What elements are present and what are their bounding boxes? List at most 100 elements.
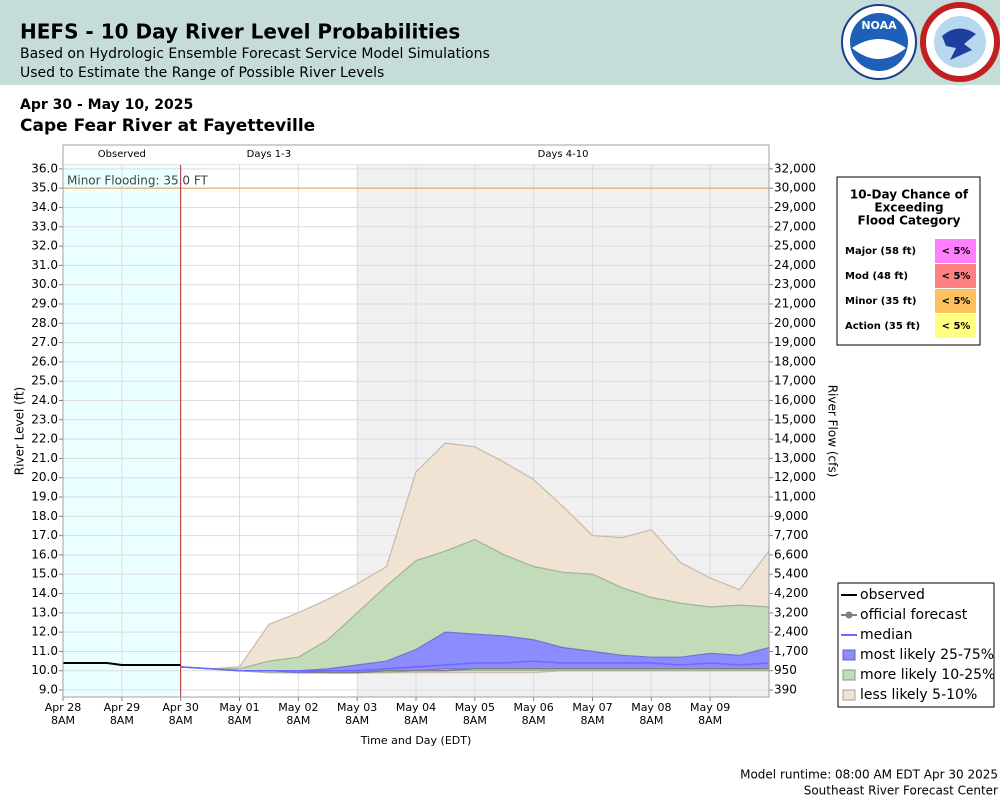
y2-tick-label: 30,000 — [774, 181, 816, 195]
chance-cell — [935, 314, 976, 338]
y2-tick-label: 23,000 — [774, 277, 816, 291]
chance-value: < 5% — [942, 296, 971, 307]
chance-value: < 5% — [942, 246, 971, 257]
y2-tick-label: 19,000 — [774, 335, 816, 349]
x-tick-label: 8AM — [110, 714, 134, 727]
x-tick-label: 8AM — [51, 714, 75, 727]
y-tick-label: 33.0 — [31, 219, 58, 233]
y2-tick-label: 16,000 — [774, 393, 816, 407]
x-tick-label: 8AM — [345, 714, 369, 727]
legend: observed official forecast median most like… — [837, 582, 995, 708]
y-tick-label: 12.0 — [31, 625, 58, 639]
y2-tick-label: 6,600 — [774, 547, 808, 561]
x-tick-label: May 02 — [278, 701, 318, 714]
category-label: Major (58 ft) — [845, 246, 916, 257]
exceedance-title: 10-Day Chance of — [850, 188, 969, 202]
y-tick-label: 17.0 — [31, 528, 58, 542]
y2-tick-label: 17,000 — [774, 374, 816, 388]
x-tick-label: May 08 — [631, 701, 671, 714]
x-tick-label: 8AM — [169, 714, 193, 727]
y2-tick-label: 4,200 — [774, 586, 808, 600]
y2-tick-label: 24,000 — [774, 258, 816, 272]
y2-tick-label: 14,000 — [774, 432, 816, 446]
legend-label: less likely 5-10% — [860, 687, 977, 703]
y-tick-label: 14.0 — [31, 586, 58, 600]
footer-text: Model runtime: 08:00 AM EDT Apr 30 2025 — [740, 768, 998, 782]
y-axis-title: River Level (ft) — [13, 387, 27, 475]
y-tick-label: 11.0 — [31, 644, 58, 658]
legend-marker — [845, 611, 853, 619]
y2-tick-label: 9,000 — [774, 509, 808, 523]
legend-label: median — [860, 627, 912, 643]
y2-axis-title: River Flow (cfs) — [826, 385, 840, 478]
x-tick-label: 8AM — [227, 714, 251, 727]
y2-tick-label: 3,200 — [774, 605, 808, 619]
x-tick-label: May 04 — [396, 701, 436, 714]
exceedance-title: Flood Category — [858, 214, 961, 228]
x-tick-label: 8AM — [639, 714, 663, 727]
y2-tick-label: 21,000 — [774, 296, 816, 310]
y-tick-label: 23.0 — [31, 412, 58, 426]
x-tick-label: May 06 — [514, 701, 554, 714]
page-title: HEFS - 10 Day River Level Probabilities — [20, 20, 460, 44]
y-tick-label: 26.0 — [31, 354, 58, 368]
legend-label: most likely 25-75% — [860, 647, 994, 663]
x-tick-label: Apr 29 — [104, 701, 141, 714]
x-tick-label: 8AM — [522, 714, 546, 727]
subtitle: Based on Hydrologic Ensemble Forecast Se… — [20, 46, 490, 62]
y2-tick-label: 390 — [774, 683, 797, 697]
y-tick-label: 35.0 — [31, 181, 58, 195]
x-tick-label: 8AM — [286, 714, 310, 727]
y-tick-label: 25.0 — [31, 374, 58, 388]
x-tick-label: 8AM — [404, 714, 428, 727]
flood-line-label: Minor Flooding: 35.0 FT — [67, 174, 209, 188]
y-tick-label: 20.0 — [31, 470, 58, 484]
legend-label: more likely 10-25% — [860, 667, 995, 683]
exceedance-title: Exceeding — [874, 201, 943, 215]
category-label: Mod (48 ft) — [845, 271, 908, 282]
y-tick-label: 18.0 — [31, 509, 58, 523]
legend-box — [837, 582, 995, 708]
y-tick-label: 10.0 — [31, 663, 58, 677]
y2-tick-label: 5,400 — [774, 567, 808, 581]
x-tick-label: Apr 30 — [162, 701, 199, 714]
period-label: Days 1-3 — [247, 149, 291, 160]
y-tick-label: 13.0 — [31, 605, 58, 619]
legend-swatch — [842, 649, 856, 661]
x-tick-label: 8AM — [463, 714, 487, 727]
y2-tick-label: 2,400 — [774, 625, 808, 639]
y-tick-label: 29.0 — [31, 296, 58, 310]
y2-tick-label: 25,000 — [774, 239, 816, 253]
y2-tick-label: 32,000 — [774, 161, 816, 175]
y2-tick-label: 29,000 — [774, 200, 816, 214]
y-tick-label: 15.0 — [31, 567, 58, 581]
legend-swatch — [842, 689, 856, 701]
logo-text: NOAA — [861, 19, 897, 32]
y2-tick-label: 18,000 — [774, 354, 816, 368]
header-band — [0, 0, 1000, 85]
series-line — [63, 662, 181, 666]
y-tick-label: 19.0 — [31, 490, 58, 504]
nws-logo — [920, 2, 1000, 82]
noaa-logo: NOAA — [841, 4, 917, 80]
subtitle: Used to Estimate the Range of Possible R… — [20, 65, 384, 81]
y2-tick-label: 7,700 — [774, 528, 808, 542]
y-tick-label: 36.0 — [31, 161, 58, 175]
y-tick-label: 24.0 — [31, 393, 58, 407]
y2-tick-label: 11,000 — [774, 490, 816, 504]
y-tick-label: 16.0 — [31, 547, 58, 561]
chance-cell — [935, 264, 976, 288]
y-tick-label: 32.0 — [31, 239, 58, 253]
legend-label: official forecast — [860, 607, 968, 623]
y2-tick-label: 12,000 — [774, 470, 816, 484]
plot-frame — [62, 144, 770, 698]
x-tick-label: 8AM — [698, 714, 722, 727]
y2-tick-label: 1,700 — [774, 644, 808, 658]
y-tick-label: 31.0 — [31, 258, 58, 272]
y-tick-label: 28.0 — [31, 316, 58, 330]
y-tick-label: 27.0 — [31, 335, 58, 349]
y-tick-label: 22.0 — [31, 432, 58, 446]
